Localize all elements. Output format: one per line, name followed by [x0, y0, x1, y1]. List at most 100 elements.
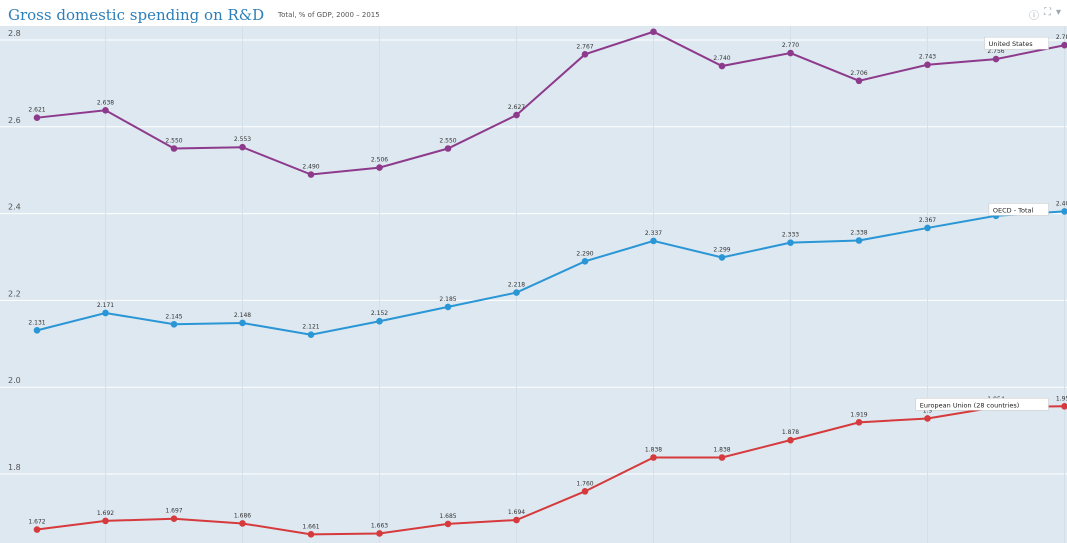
- data-point: [307, 171, 315, 178]
- line-chart: 1.8 2.0 2.2 2.4 2.6 2.8 2.621 2.638 2.550 2.553 2.…: [0, 26, 1067, 543]
- data-point: [855, 237, 863, 244]
- data-point: [855, 77, 863, 85]
- chart-plot-area: 1.8 2.0 2.2 2.4 2.6 2.8 2.621 2.638 2.550 2.553 2.…: [0, 26, 1067, 543]
- y-tick-label: 2.4: [8, 203, 21, 212]
- data-label: 2.218: [508, 282, 525, 289]
- data-label: 1.838: [713, 447, 730, 454]
- data-label: 2.756: [987, 48, 1004, 55]
- data-point: [170, 145, 178, 152]
- data-label: 2.553: [234, 136, 251, 143]
- series-line: [36, 210, 1065, 336]
- data-label: 1.878: [782, 429, 799, 436]
- data-point: [718, 454, 726, 461]
- fullscreen-icon[interactable]: ⛶: [1043, 7, 1051, 18]
- data-label: 2.706: [850, 70, 867, 77]
- series-end-label-box: [915, 398, 1049, 411]
- data-point: [718, 62, 726, 70]
- y-tick-label: 2.2: [8, 289, 21, 298]
- data-point: [376, 317, 383, 325]
- data-point: [239, 520, 246, 527]
- data-label: 2.299: [713, 246, 730, 253]
- data-label: 1.672: [28, 519, 45, 526]
- data-point: [239, 319, 246, 327]
- data-label: 1.663: [371, 522, 388, 529]
- y-tick-label: 2.6: [8, 116, 21, 125]
- data-label: 1.838: [645, 447, 662, 454]
- chart-toolbar: ⓘ ⛶ ▾: [1029, 7, 1061, 22]
- data-label: 2.638: [97, 99, 114, 106]
- data-label: 2.405: [1056, 200, 1067, 207]
- data-point: [924, 415, 931, 422]
- data-point: [650, 28, 657, 36]
- data-point: [513, 516, 520, 524]
- data-point: [787, 49, 794, 57]
- series-end-label: United States: [989, 40, 1034, 48]
- data-label: 2.338: [850, 230, 867, 237]
- data-label: 1.661: [302, 523, 319, 530]
- data-point: [307, 531, 315, 538]
- series-line: [36, 30, 1065, 176]
- data-label: 1.686: [234, 512, 251, 519]
- data-label: 1.919: [850, 411, 867, 418]
- data-label: 2.819: [645, 26, 662, 28]
- data-point: [33, 114, 41, 121]
- data-point: [444, 303, 452, 311]
- data-label: 2.550: [165, 138, 182, 145]
- data-label: 2.506: [371, 157, 388, 164]
- data-point: [581, 51, 589, 58]
- data-label: 1.692: [97, 510, 114, 517]
- data-label: 1.760: [576, 480, 593, 487]
- series-end-label: OECD - Total: [993, 206, 1034, 214]
- data-label: 2.152: [371, 310, 388, 317]
- data-point: [992, 55, 1000, 63]
- data-point: [170, 320, 178, 328]
- data-point: [581, 488, 589, 495]
- data-label: 2.145: [165, 313, 182, 320]
- data-label: 1.697: [165, 508, 182, 515]
- data-point: [444, 145, 452, 152]
- data-point: [787, 436, 794, 444]
- data-point: [513, 289, 520, 296]
- series-end-label-box: [984, 36, 1049, 50]
- data-point: [33, 526, 41, 533]
- data-point: [239, 143, 246, 151]
- data-label: 1.956: [1056, 395, 1067, 402]
- data-point: [787, 239, 794, 246]
- data-point: [581, 258, 589, 265]
- data-label: 2.121: [302, 324, 319, 331]
- more-icon[interactable]: ▾: [1055, 7, 1061, 18]
- data-label: 2.185: [439, 296, 456, 303]
- data-point: [33, 327, 41, 334]
- data-label: 2.550: [439, 138, 456, 145]
- data-label: 2.337: [645, 230, 662, 237]
- chart-title: Gross domestic spending on R&D: [8, 6, 265, 24]
- data-label: 2.743: [919, 54, 936, 61]
- data-label: 2.333: [782, 232, 799, 239]
- data-label: 1.685: [439, 513, 456, 520]
- data-point: [718, 254, 726, 261]
- data-label: 2.131: [28, 319, 45, 326]
- data-point: [855, 419, 863, 426]
- series-end-label: European Union (28 countries): [920, 401, 1019, 409]
- data-point: [650, 454, 657, 461]
- data-label: 2.148: [234, 312, 251, 319]
- data-label: 2.621: [28, 107, 45, 114]
- data-point: [376, 530, 383, 537]
- info-icon[interactable]: ⓘ: [1028, 11, 1039, 22]
- chart-header: Gross domestic spending on R&D Total, % …: [0, 0, 1067, 26]
- data-point: [924, 224, 931, 232]
- series-line: [36, 405, 1065, 536]
- data-point: [513, 111, 520, 119]
- data-point: [376, 164, 383, 171]
- y-tick-label: 1.8: [8, 463, 21, 472]
- data-label: 2.367: [919, 217, 936, 224]
- data-label: 2.770: [782, 42, 799, 49]
- data-point: [307, 331, 315, 338]
- data-label: 2.490: [302, 164, 319, 171]
- data-label: 2.788: [1056, 34, 1067, 41]
- data-point: [102, 309, 109, 317]
- data-point: [444, 520, 452, 528]
- data-point: [170, 515, 178, 523]
- data-point: [1061, 208, 1067, 215]
- data-label: 2.740: [713, 55, 730, 62]
